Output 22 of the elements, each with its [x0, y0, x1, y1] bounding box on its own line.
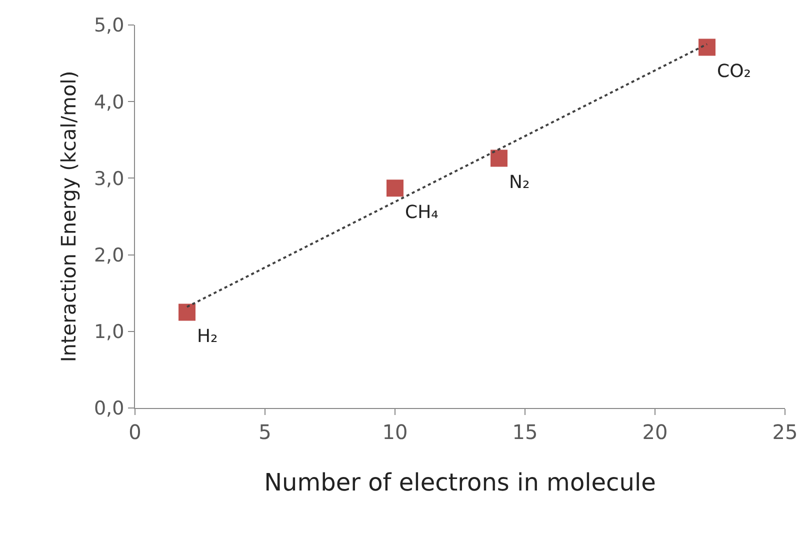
- annotation: H₂: [197, 326, 218, 347]
- x-tick-label: 25: [772, 420, 798, 444]
- y-tick-label: 1,0: [94, 321, 124, 344]
- y-axis-title: Interaction Energy (kcal/mol): [56, 70, 80, 362]
- annotation: N₂: [509, 172, 530, 193]
- point: [698, 38, 716, 56]
- point: [178, 304, 196, 321]
- x-tick-label: 20: [642, 420, 668, 444]
- x-axis-title: Number of electrons in molecule: [264, 468, 656, 496]
- y-tick-label: 4,0: [94, 91, 124, 114]
- point: [386, 180, 404, 197]
- annotation: CO₂: [717, 61, 751, 82]
- x-tick-label: 0: [128, 420, 142, 444]
- annotation: CH₄: [405, 202, 438, 223]
- x-tick-label: 15: [512, 420, 538, 444]
- point: [490, 150, 508, 167]
- y-tick-label: 0,0: [94, 398, 124, 420]
- y-tick-label: 3,0: [94, 168, 124, 190]
- y-tick-label: 2,0: [94, 244, 124, 266]
- x-tick-label: 10: [382, 420, 408, 444]
- y-tick-label: 5,0: [94, 14, 124, 37]
- x-tick-label: 5: [258, 420, 272, 444]
